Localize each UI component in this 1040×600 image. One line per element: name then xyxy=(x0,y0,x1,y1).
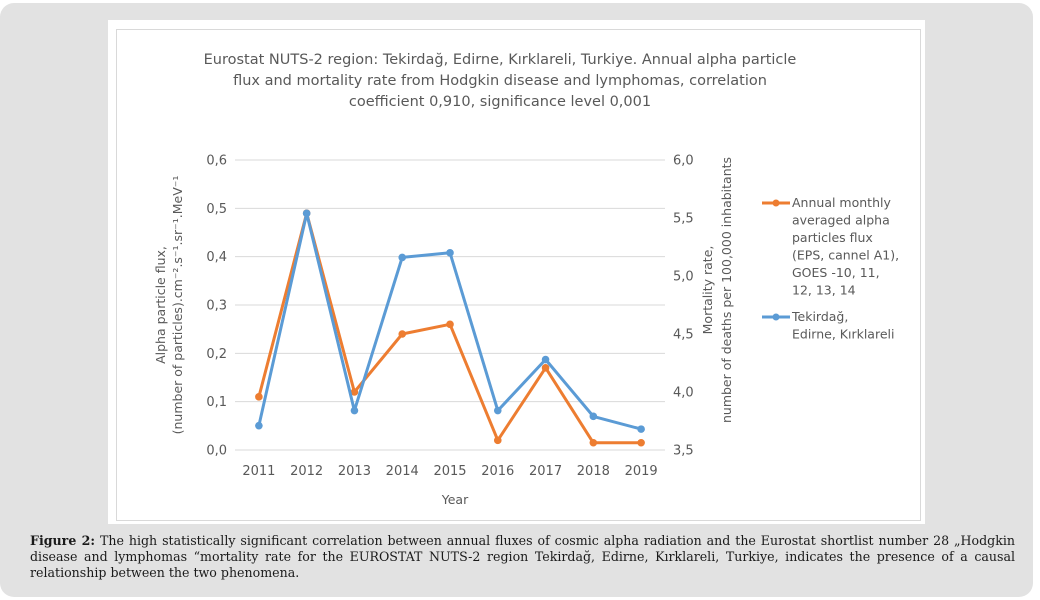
chart-title-line-3: coefficient 0,910, significance level 0,… xyxy=(349,94,651,110)
right-axis-ticks: 3,5 4,0 4,5 5,0 5,5 6,0 xyxy=(673,154,694,459)
left-axis-title-line-2: (number of particles).cm⁻².s⁻¹.sr⁻¹.MeV⁻… xyxy=(170,176,185,435)
x-tick-label: 2017 xyxy=(529,464,562,479)
legend-swatch-marker xyxy=(772,313,780,321)
chart-svg: Eurostat NUTS-2 region: Tekirdağ, Edirne… xyxy=(153,52,899,507)
x-tick-label: 2016 xyxy=(481,464,514,479)
x-axis-title: Year xyxy=(441,492,469,507)
legend-label-line: averaged alpha xyxy=(792,213,890,228)
legend-label-line: Annual monthly xyxy=(792,195,891,210)
chart-title: Eurostat NUTS-2 region: Tekirdağ, Edirne… xyxy=(204,52,797,110)
x-tick-label: 2011 xyxy=(242,464,275,479)
data-point xyxy=(541,364,550,372)
x-tick-label: 2012 xyxy=(290,464,323,479)
legend-item-1: Annual monthly averaged alpha particles fl… xyxy=(762,195,899,298)
data-point xyxy=(350,388,359,396)
right-axis-title-line-1: Mortality rate, xyxy=(700,246,715,335)
legend-item-2: Tekirdağ, Edirne, Kırklareli xyxy=(762,309,894,342)
left-tick-label: 0,3 xyxy=(206,299,227,314)
legend-label-line: particles flux xyxy=(792,230,873,245)
left-axis-title: Alpha particle flux, (number of particle… xyxy=(153,176,185,435)
legend-label-line: Tekirdağ, xyxy=(791,309,848,324)
chart-title-line-2: flux and mortality rate from Hodgkin dis… xyxy=(233,73,767,89)
data-point xyxy=(398,253,407,262)
series-layer xyxy=(255,209,645,447)
x-axis-ticks: 2011 2012 2013 2014 2015 2016 2017 2018 2019 xyxy=(242,464,657,479)
series-2 xyxy=(255,209,645,433)
data-point xyxy=(637,438,645,447)
legend-label-line: 12, 13, 14 xyxy=(792,283,856,298)
right-axis-title-line-2: number of deaths per 100,000 inhabitants xyxy=(719,157,734,423)
data-point xyxy=(493,436,502,445)
data-point xyxy=(255,393,263,401)
x-tick-label: 2019 xyxy=(625,464,658,479)
data-point xyxy=(302,209,311,218)
x-tick-label: 2014 xyxy=(386,464,419,479)
left-tick-label: 0,2 xyxy=(206,347,227,362)
legend-swatch-marker xyxy=(772,199,780,207)
right-axis-title: Mortality rate, number of deaths per 100… xyxy=(700,157,734,423)
legend-label-line: Edirne, Kırklareli xyxy=(792,327,894,342)
data-point xyxy=(446,249,454,257)
data-point xyxy=(398,330,407,338)
data-point xyxy=(589,438,598,447)
x-tick-label: 2013 xyxy=(338,464,371,479)
legend-label-line: GOES -10, 11, xyxy=(792,265,880,280)
right-tick-label: 5,0 xyxy=(673,270,694,285)
left-tick-label: 0,1 xyxy=(206,395,227,410)
right-tick-label: 4,0 xyxy=(673,386,694,401)
left-tick-label: 0,5 xyxy=(206,202,227,217)
right-tick-label: 6,0 xyxy=(673,154,694,169)
gridlines xyxy=(235,159,665,451)
x-tick-label: 2015 xyxy=(433,464,466,479)
figure-caption: Figure 2: The high statistically signifi… xyxy=(30,533,1015,581)
data-point xyxy=(446,320,454,329)
left-tick-label: 0,6 xyxy=(206,154,227,169)
left-tick-label: 0,0 xyxy=(206,444,227,459)
legend-label-line: (EPS, cannel A1), xyxy=(792,248,899,263)
chart-title-line-1: Eurostat NUTS-2 region: Tekirdağ, Edirne… xyxy=(204,52,797,68)
caption-text: The high statistically significant corre… xyxy=(30,533,1015,580)
data-point xyxy=(589,412,598,421)
legend: Annual monthly averaged alpha particles fl… xyxy=(762,195,899,342)
right-tick-label: 5,5 xyxy=(673,212,694,227)
caption-label: Figure 2: xyxy=(30,533,96,548)
chart-area xyxy=(116,29,921,521)
left-axis-ticks: 0,0 0,1 0,2 0,3 0,4 0,5 0,6 xyxy=(206,154,227,459)
data-point xyxy=(493,406,502,415)
data-point xyxy=(350,406,359,415)
left-tick-label: 0,4 xyxy=(206,250,227,265)
left-axis-title-line-1: Alpha particle flux, xyxy=(153,246,168,364)
right-tick-label: 3,5 xyxy=(673,444,694,459)
data-point xyxy=(255,421,263,430)
data-point xyxy=(541,355,550,364)
data-point xyxy=(637,425,645,433)
x-tick-label: 2018 xyxy=(577,464,610,479)
right-tick-label: 4,5 xyxy=(673,328,694,343)
